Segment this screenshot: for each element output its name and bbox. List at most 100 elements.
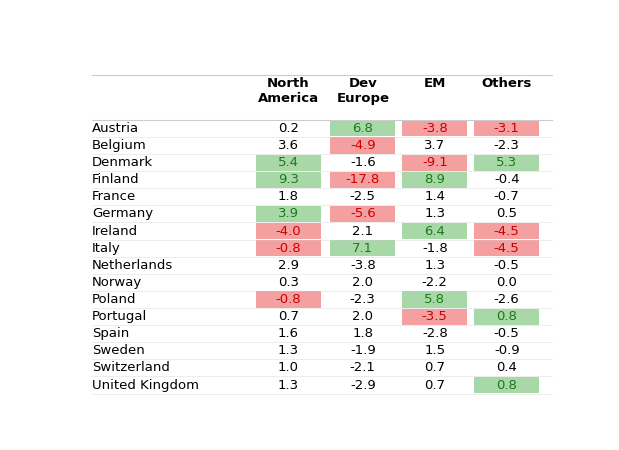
Text: Netherlands: Netherlands (92, 259, 173, 272)
Bar (402, 154, 467, 171)
Text: 1.0: 1.0 (278, 361, 299, 374)
Text: Ireland: Ireland (92, 225, 138, 238)
Text: 9.3: 9.3 (278, 173, 299, 186)
Bar (256, 223, 321, 239)
Text: 1.8: 1.8 (278, 190, 299, 203)
Text: -2.6: -2.6 (494, 293, 519, 306)
Text: 1.3: 1.3 (424, 259, 445, 272)
Text: 3.7: 3.7 (424, 139, 445, 152)
Text: -0.5: -0.5 (494, 259, 519, 272)
Text: 1.4: 1.4 (424, 190, 445, 203)
Text: 2.0: 2.0 (352, 276, 373, 289)
Bar (474, 154, 539, 171)
Text: 2.9: 2.9 (278, 259, 299, 272)
Bar (256, 171, 321, 188)
Text: Finland: Finland (92, 173, 139, 186)
Text: Sweden: Sweden (92, 344, 144, 357)
Text: 6.8: 6.8 (352, 122, 373, 135)
Bar (256, 292, 321, 307)
Bar (474, 309, 539, 324)
Bar (402, 309, 467, 324)
Text: 1.3: 1.3 (278, 378, 299, 392)
Text: 2.1: 2.1 (352, 225, 373, 238)
Text: 0.2: 0.2 (278, 122, 299, 135)
Text: -2.5: -2.5 (350, 190, 376, 203)
Text: -3.5: -3.5 (422, 310, 448, 323)
Text: 3.6: 3.6 (278, 139, 299, 152)
Text: -2.3: -2.3 (494, 139, 520, 152)
Bar (402, 223, 467, 239)
Bar (402, 171, 467, 188)
Text: -0.9: -0.9 (494, 344, 519, 357)
Text: -3.1: -3.1 (494, 122, 520, 135)
Bar (474, 120, 539, 136)
Text: -17.8: -17.8 (345, 173, 380, 186)
Text: North
America: North America (258, 76, 319, 104)
Text: 8.9: 8.9 (425, 173, 445, 186)
Text: -3.8: -3.8 (422, 122, 448, 135)
Text: Portugal: Portugal (92, 310, 147, 323)
Text: 1.6: 1.6 (278, 327, 299, 340)
Text: 1.3: 1.3 (424, 207, 445, 220)
Text: -1.9: -1.9 (350, 344, 376, 357)
Text: -4.0: -4.0 (275, 225, 301, 238)
Text: 1.8: 1.8 (352, 327, 373, 340)
Text: 6.4: 6.4 (425, 225, 445, 238)
Text: 0.8: 0.8 (496, 378, 517, 392)
Text: 0.0: 0.0 (496, 276, 517, 289)
Text: 0.8: 0.8 (496, 310, 517, 323)
Bar (256, 154, 321, 171)
Bar (331, 240, 395, 256)
Text: -0.7: -0.7 (494, 190, 519, 203)
Text: -4.5: -4.5 (494, 225, 519, 238)
Bar (256, 206, 321, 222)
Text: 0.7: 0.7 (424, 361, 445, 374)
Text: -2.1: -2.1 (350, 361, 376, 374)
Text: -4.5: -4.5 (494, 242, 519, 255)
Text: Germany: Germany (92, 207, 153, 220)
Bar (474, 240, 539, 256)
Bar (402, 120, 467, 136)
Bar (474, 377, 539, 393)
Text: -1.6: -1.6 (350, 156, 376, 169)
Text: Others: Others (482, 76, 532, 90)
Text: -2.3: -2.3 (350, 293, 376, 306)
Text: 0.5: 0.5 (496, 207, 517, 220)
Text: -2.2: -2.2 (422, 276, 448, 289)
Bar (331, 120, 395, 136)
Text: -0.4: -0.4 (494, 173, 519, 186)
Text: -0.5: -0.5 (494, 327, 519, 340)
Bar (474, 223, 539, 239)
Text: 7.1: 7.1 (352, 242, 373, 255)
Text: 5.8: 5.8 (424, 293, 445, 306)
Text: France: France (92, 190, 136, 203)
Text: -3.8: -3.8 (350, 259, 376, 272)
Text: -1.8: -1.8 (422, 242, 448, 255)
Bar (402, 292, 467, 307)
Text: Denmark: Denmark (92, 156, 153, 169)
Text: 0.7: 0.7 (278, 310, 299, 323)
Text: 0.7: 0.7 (424, 378, 445, 392)
Text: Austria: Austria (92, 122, 139, 135)
Text: Norway: Norway (92, 276, 142, 289)
Text: -2.9: -2.9 (350, 378, 376, 392)
Text: -9.1: -9.1 (422, 156, 448, 169)
Text: Dev
Europe: Dev Europe (336, 76, 389, 104)
Text: Italy: Italy (92, 242, 121, 255)
Text: 2.0: 2.0 (352, 310, 373, 323)
Text: 0.4: 0.4 (496, 361, 517, 374)
Text: -4.9: -4.9 (350, 139, 376, 152)
Text: 0.3: 0.3 (278, 276, 299, 289)
Text: Poland: Poland (92, 293, 136, 306)
Bar (331, 171, 395, 188)
Bar (331, 137, 395, 153)
Text: Switzerland: Switzerland (92, 361, 170, 374)
Text: 5.4: 5.4 (278, 156, 299, 169)
Text: Belgium: Belgium (92, 139, 147, 152)
Text: -0.8: -0.8 (275, 242, 301, 255)
Text: -5.6: -5.6 (350, 207, 376, 220)
Text: -0.8: -0.8 (275, 293, 301, 306)
Text: 1.3: 1.3 (278, 344, 299, 357)
Bar (256, 240, 321, 256)
Text: Spain: Spain (92, 327, 129, 340)
